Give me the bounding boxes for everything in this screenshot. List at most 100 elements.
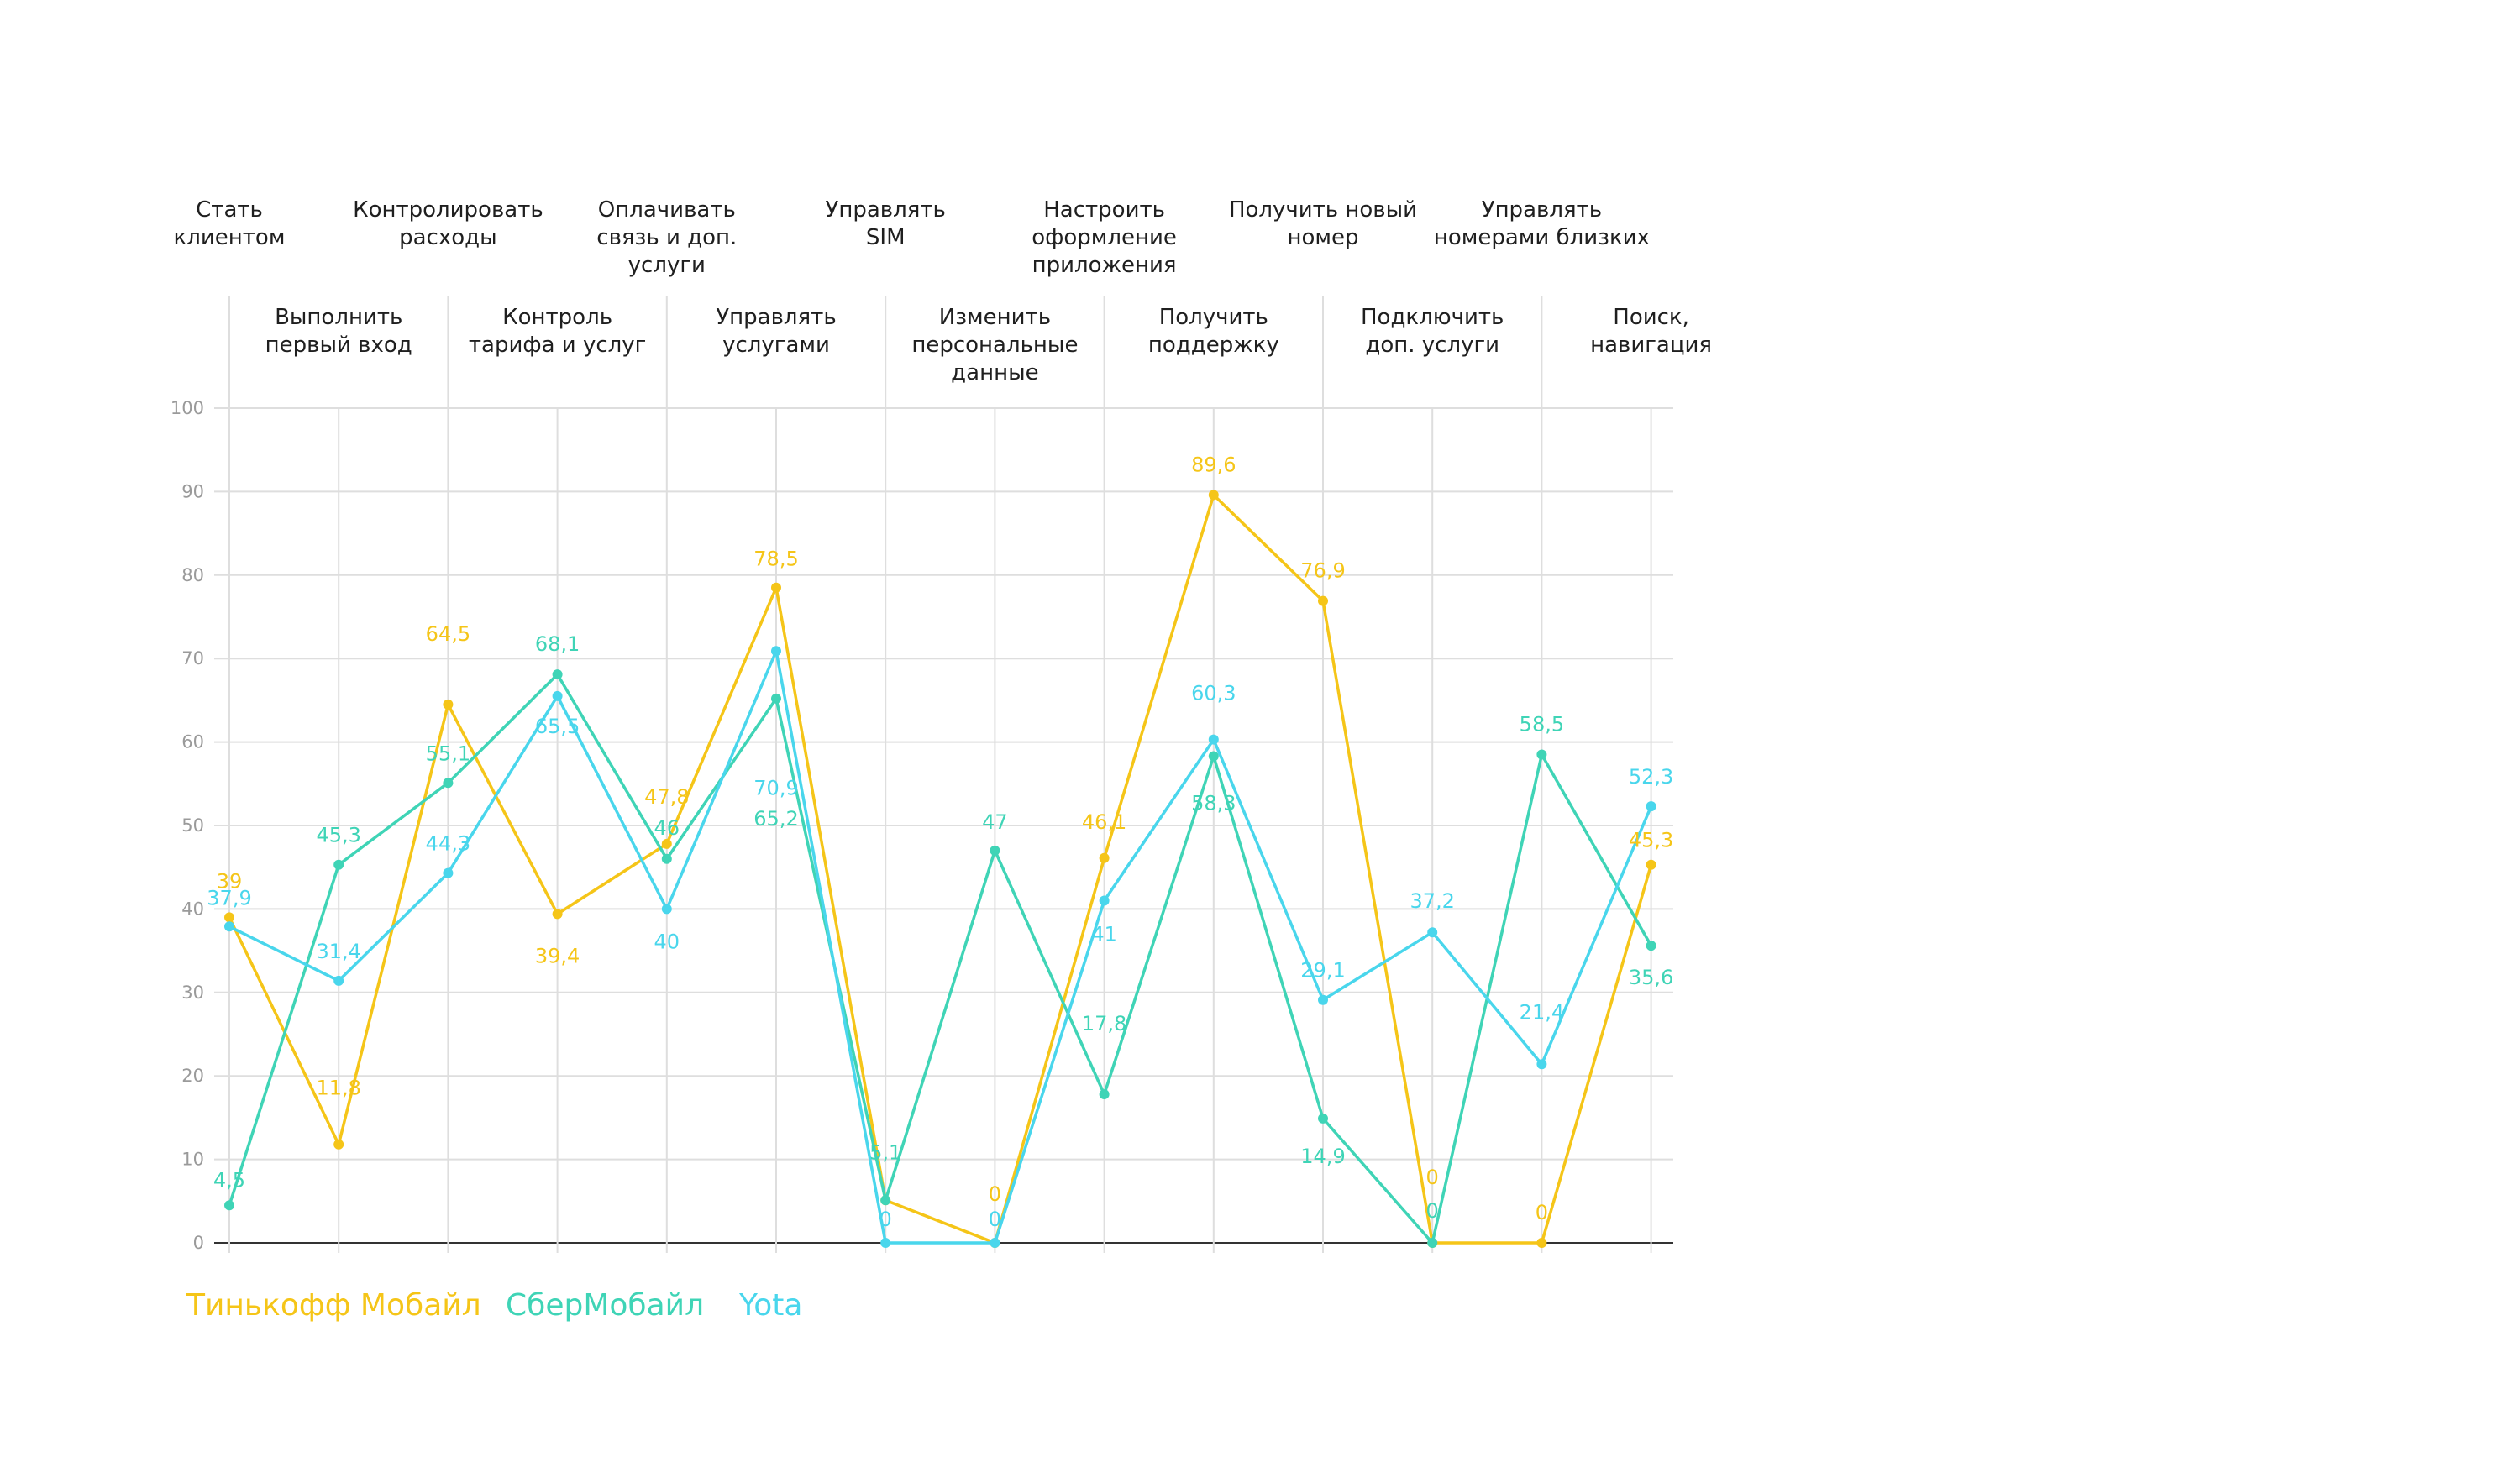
data-label: 40 <box>654 930 680 953</box>
category-label: оформление <box>1032 225 1177 250</box>
data-point <box>1208 734 1219 745</box>
data-label: 47 <box>982 810 1008 834</box>
category-label: услуги <box>628 253 706 278</box>
legend-entry: Yota <box>738 1288 802 1323</box>
data-label: 21,4 <box>1520 1000 1564 1024</box>
y-tick-label: 60 <box>181 732 204 752</box>
data-point <box>333 1139 344 1150</box>
data-label: 11,8 <box>316 1077 360 1100</box>
category-label: навигация <box>1590 333 1712 358</box>
category-label: Управлять <box>826 197 946 223</box>
data-point <box>1318 994 1328 1005</box>
category-label: Настроить <box>1043 197 1165 223</box>
category-label: данные <box>951 360 1038 385</box>
category-label: расходы <box>399 225 497 250</box>
data-point <box>333 859 344 870</box>
data-point <box>1318 1113 1328 1124</box>
data-point <box>224 912 234 923</box>
y-tick-label: 70 <box>181 648 204 668</box>
data-label: 41 <box>1091 922 1117 946</box>
data-point <box>661 838 672 849</box>
data-label: 0 <box>1536 1201 1548 1224</box>
data-label: 29,1 <box>1300 959 1345 983</box>
data-point <box>1536 749 1547 760</box>
category-label: Контроль <box>502 305 612 330</box>
data-label: 39,4 <box>535 944 580 967</box>
data-point <box>771 582 781 593</box>
data-point <box>333 975 344 986</box>
category-label: Получить новый <box>1229 197 1417 223</box>
data-label: 45,3 <box>316 824 360 847</box>
data-point <box>1646 941 1656 951</box>
data-label: 60,3 <box>1191 682 1236 705</box>
data-point <box>1536 1238 1547 1248</box>
data-label: 39 <box>217 869 243 893</box>
data-point <box>880 1238 891 1248</box>
data-label: 0 <box>1426 1166 1439 1189</box>
data-point <box>443 778 454 789</box>
data-label: 17,8 <box>1082 1012 1126 1035</box>
data-point <box>552 690 563 701</box>
y-tick-label: 10 <box>181 1150 204 1170</box>
data-labels: 3911,864,539,447,878,5046,189,676,90045,… <box>207 453 1673 1231</box>
category-label: Выполнить <box>275 305 402 330</box>
series-line <box>228 649 1653 1245</box>
data-point <box>552 669 563 680</box>
category-label: доп. услуги <box>1365 333 1499 358</box>
data-label: 0 <box>879 1208 892 1231</box>
data-label: 52,3 <box>1629 765 1673 789</box>
category-label: Оплачивать <box>598 197 736 223</box>
data-point <box>1427 1238 1438 1248</box>
data-label: 45,3 <box>1629 829 1673 852</box>
data-label: 0 <box>989 1182 1001 1206</box>
grid <box>214 296 1673 1253</box>
y-tick-label: 0 <box>193 1233 204 1253</box>
data-point <box>1099 895 1110 906</box>
data-label: 4,5 <box>213 1168 245 1192</box>
data-point <box>1646 801 1656 812</box>
data-label: 46 <box>654 816 680 840</box>
data-label: 70,9 <box>753 776 798 799</box>
category-label: Подключить <box>1361 305 1504 330</box>
data-point <box>1208 751 1219 762</box>
data-point <box>1318 595 1328 606</box>
data-label: 31,4 <box>316 940 360 963</box>
data-point <box>1099 1089 1110 1100</box>
data-point <box>224 921 234 932</box>
data-point <box>990 845 1000 856</box>
data-point <box>990 1238 1000 1248</box>
y-tick-label: 80 <box>181 565 204 585</box>
data-label: 68,1 <box>535 632 580 656</box>
data-label: 65,5 <box>535 715 580 738</box>
y-tick-label: 90 <box>181 481 204 501</box>
data-label: 5,1 <box>869 1140 901 1164</box>
data-point <box>771 693 781 704</box>
category-label: Получить <box>1159 305 1268 330</box>
series-line <box>228 673 1653 1245</box>
data-point <box>661 853 672 864</box>
data-label: 0 <box>1426 1199 1439 1223</box>
category-label: Контролировать <box>353 197 543 223</box>
y-tick-label: 30 <box>181 983 204 1003</box>
category-label: тарифа и услуг <box>469 333 646 358</box>
series-line <box>228 493 1653 1245</box>
data-point <box>1646 859 1656 870</box>
data-point <box>443 867 454 878</box>
data-point <box>1208 490 1219 501</box>
data-point <box>880 1195 891 1206</box>
category-label: Изменить <box>939 305 1051 330</box>
data-label: 47,8 <box>644 785 689 809</box>
category-label: номер <box>1287 225 1358 250</box>
category-label: номерами близких <box>1434 225 1650 250</box>
data-point <box>443 699 454 710</box>
category-label: приложения <box>1032 253 1177 278</box>
data-label: 64,5 <box>426 622 470 646</box>
category-label: Управлять <box>716 305 836 330</box>
data-label: 35,6 <box>1629 966 1673 989</box>
y-tick-label: 100 <box>171 398 204 418</box>
category-label: Поиск, <box>1613 305 1689 330</box>
data-label: 58,3 <box>1191 791 1236 815</box>
data-point <box>1536 1059 1547 1070</box>
category-label: первый вход <box>265 333 412 358</box>
